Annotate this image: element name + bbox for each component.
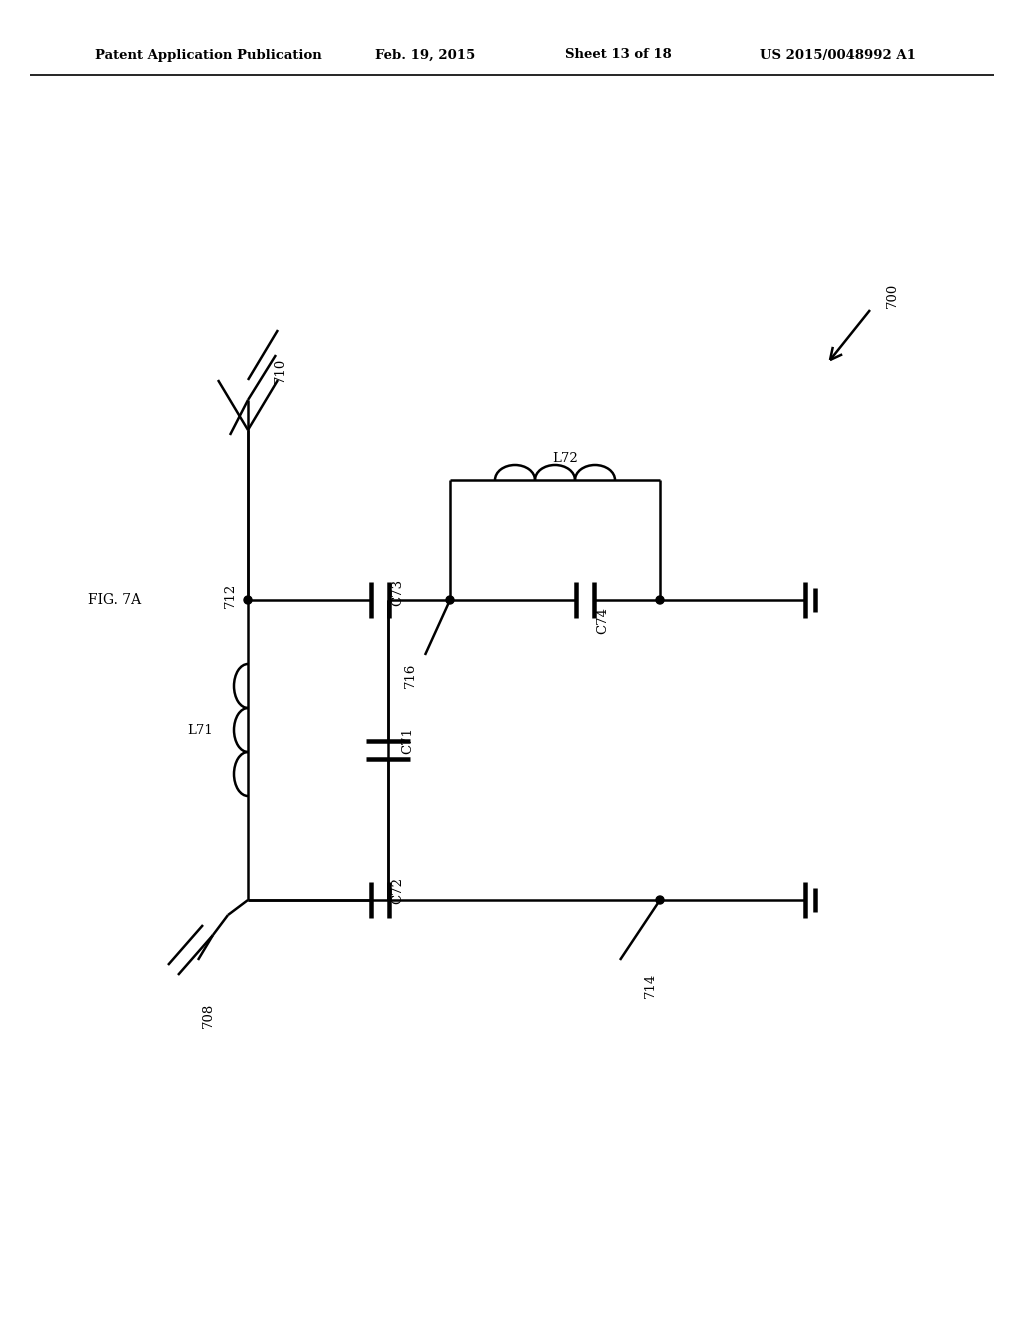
Text: C71: C71: [401, 726, 415, 754]
Text: 700: 700: [886, 282, 898, 308]
Text: 716: 716: [403, 663, 417, 688]
Text: C74: C74: [597, 606, 609, 634]
Text: 714: 714: [643, 973, 656, 998]
Text: L72: L72: [552, 451, 578, 465]
Text: Feb. 19, 2015: Feb. 19, 2015: [375, 49, 475, 62]
Circle shape: [244, 597, 252, 605]
Circle shape: [446, 597, 454, 605]
Text: 710: 710: [273, 358, 287, 383]
Text: 712: 712: [223, 582, 237, 607]
Circle shape: [656, 896, 664, 904]
Text: C73: C73: [391, 578, 404, 606]
Text: FIG. 7A: FIG. 7A: [88, 593, 141, 607]
Text: Sheet 13 of 18: Sheet 13 of 18: [565, 49, 672, 62]
Text: L71: L71: [187, 723, 213, 737]
Text: C72: C72: [391, 876, 404, 903]
Text: Patent Application Publication: Patent Application Publication: [95, 49, 322, 62]
Circle shape: [656, 597, 664, 605]
Text: US 2015/0048992 A1: US 2015/0048992 A1: [760, 49, 915, 62]
Text: 708: 708: [202, 1002, 214, 1028]
